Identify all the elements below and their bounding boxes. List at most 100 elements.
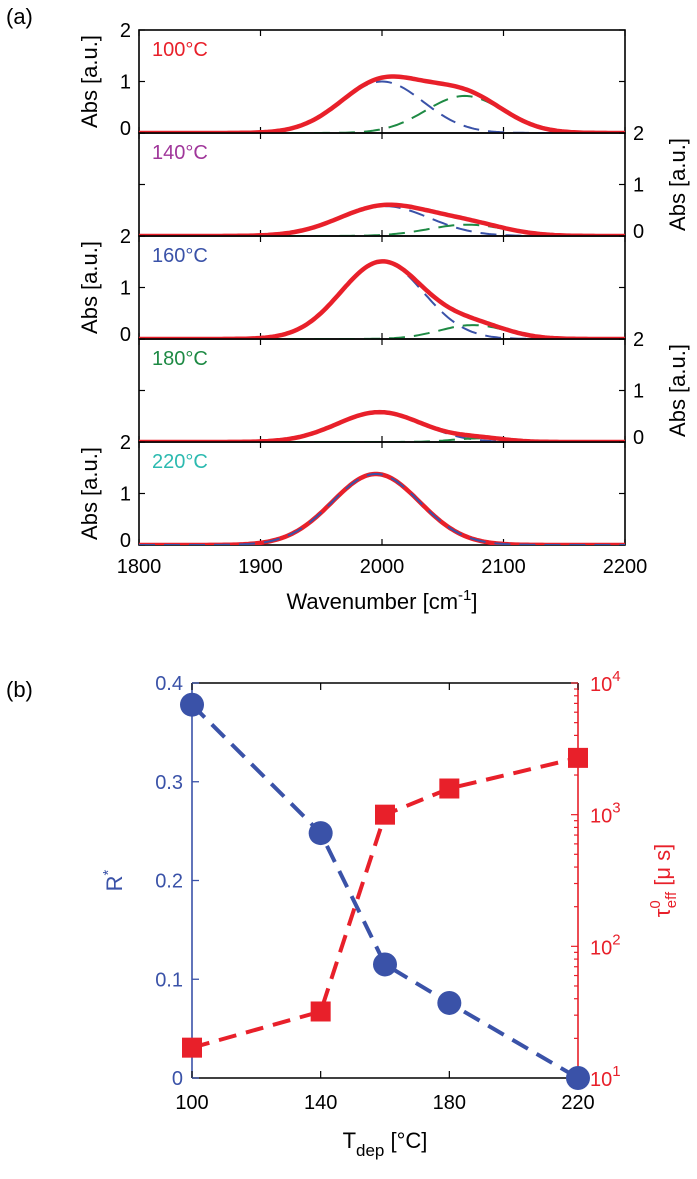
y-axis-label: Abs [a.u.] bbox=[77, 447, 102, 540]
x-tick-label: 1900 bbox=[238, 556, 283, 578]
right-y-tick-label: 104 bbox=[590, 668, 621, 696]
spectrum-subplot: 0 1 2 Abs [a.u.] 160°C bbox=[77, 226, 626, 346]
subplot-frame bbox=[138, 235, 626, 340]
fit-peak-low bbox=[139, 80, 625, 133]
x-axis-label-main: Wavenumber [cm bbox=[286, 589, 458, 614]
fit-peak-low bbox=[139, 473, 625, 545]
y-axis-label: Abs [a.u.] bbox=[77, 35, 102, 128]
temperature-label: 160°C bbox=[152, 245, 208, 267]
subplot-frame bbox=[138, 441, 626, 546]
y-tick-label: 1 bbox=[633, 381, 644, 403]
tau-data-point bbox=[310, 1001, 331, 1022]
x-tick-label: 100 bbox=[175, 1092, 208, 1114]
x-axis-label-main: T bbox=[343, 1128, 356, 1153]
tau-series-line bbox=[191, 755, 579, 1050]
measured-spectrum bbox=[139, 259, 625, 339]
right-y-tick-label: 103 bbox=[590, 800, 621, 828]
right-y-tick-exponent: 2 bbox=[612, 931, 620, 948]
right-y-tick-label: 102 bbox=[590, 931, 621, 959]
right-axis-label-sup: 0 bbox=[647, 900, 664, 908]
spectrum-subplot: 0 1 2 Abs [a.u.] 220°C bbox=[77, 432, 626, 552]
curves bbox=[139, 471, 625, 545]
x-tick-label: 2100 bbox=[481, 556, 526, 578]
panel-a-label: (a) bbox=[6, 4, 33, 29]
temperature-label: 180°C bbox=[152, 348, 208, 370]
spectrum-subplot: 0 1 2 Abs [a.u.] 100°C bbox=[77, 20, 626, 140]
x-axis-label-tail: ] bbox=[471, 589, 477, 614]
measured-spectrum bbox=[139, 202, 625, 236]
right-y-tick-base: 10 bbox=[590, 674, 612, 696]
y-axis-label: Abs [a.u.] bbox=[665, 344, 690, 437]
y-tick-label: 2 bbox=[120, 20, 131, 42]
temperature-label: 140°C bbox=[152, 142, 208, 164]
x-tick-label: 180 bbox=[433, 1092, 466, 1114]
left-y-tick-label: 0.1 bbox=[155, 969, 183, 991]
fit-peak-low bbox=[139, 473, 625, 545]
x-axis-label-sup: -1 bbox=[458, 587, 471, 604]
tau-data-point bbox=[568, 747, 588, 768]
left-axis-label-sup: * bbox=[100, 869, 117, 875]
left-y-tick-label: 0 bbox=[172, 1068, 183, 1090]
r-star-data-point bbox=[437, 990, 462, 1015]
left-axis-label-main: R bbox=[102, 875, 127, 891]
right-axis-label-sub: eff bbox=[663, 891, 680, 908]
right-y-tick-exponent: 3 bbox=[612, 800, 620, 817]
left-y-tick-label: 0.3 bbox=[155, 772, 183, 794]
y-tick-label: 1 bbox=[120, 484, 131, 506]
right-y-tick-exponent: 4 bbox=[612, 668, 620, 685]
measured-spectrum bbox=[139, 471, 625, 545]
right-y-tick-label: 101 bbox=[590, 1063, 621, 1091]
y-tick-label: 1 bbox=[120, 72, 131, 94]
spectrum-subplot: 0 1 2 Abs [a.u.] 140°C bbox=[138, 123, 690, 243]
right-axis-label-tail: [μ s] bbox=[650, 844, 675, 892]
y-tick-label: 2 bbox=[633, 329, 644, 351]
x-tick-label: 1800 bbox=[117, 556, 162, 578]
tau-data-point bbox=[375, 804, 395, 825]
y-tick-label: 0 bbox=[633, 427, 644, 449]
subplot-frame bbox=[138, 132, 626, 237]
fit-peak-low bbox=[139, 260, 625, 339]
y-tick-label: 0 bbox=[120, 324, 131, 346]
x-axis-label-sub: dep bbox=[356, 1141, 384, 1160]
x-tick-label: 2200 bbox=[603, 556, 648, 578]
y-tick-label: 0 bbox=[120, 118, 131, 140]
curves bbox=[139, 74, 625, 133]
right-axis-label: τ0eff [μ s] bbox=[647, 844, 680, 918]
temperature-label: 100°C bbox=[152, 39, 208, 61]
left-y-tick-label: 0.4 bbox=[155, 673, 183, 695]
r-star-data-point bbox=[373, 952, 397, 977]
y-tick-label: 0 bbox=[120, 530, 131, 552]
curves bbox=[139, 259, 625, 339]
tau-data-point bbox=[439, 778, 460, 799]
y-tick-label: 1 bbox=[120, 278, 131, 300]
left-axis-label: R* bbox=[100, 869, 127, 891]
tau-data-point bbox=[182, 1037, 202, 1058]
y-axis-label: Abs [a.u.] bbox=[77, 241, 102, 334]
y-tick-label: 0 bbox=[633, 221, 644, 243]
y-tick-label: 2 bbox=[120, 432, 131, 454]
left-y-tick-label: 0.2 bbox=[155, 871, 183, 893]
panel-b-label: (b) bbox=[6, 677, 33, 702]
r-star-data-point bbox=[308, 821, 333, 846]
right-y-tick-base: 10 bbox=[590, 937, 612, 959]
r-star-data-point bbox=[566, 1066, 590, 1090]
right-y-tick-base: 10 bbox=[590, 1069, 612, 1091]
r-star-data-point bbox=[180, 692, 204, 717]
y-tick-label: 2 bbox=[120, 226, 131, 248]
x-tick-label: 220 bbox=[561, 1092, 594, 1114]
r-star-series-line bbox=[190, 703, 580, 1080]
x-axis-label-tail: [°C] bbox=[384, 1128, 427, 1153]
x-tick-label: 2000 bbox=[360, 556, 405, 578]
y-tick-label: 1 bbox=[633, 175, 644, 197]
subplot-frame bbox=[138, 338, 626, 443]
x-axis-label: Wavenumber [cm-1] bbox=[286, 587, 477, 614]
y-axis-label: Abs [a.u.] bbox=[665, 138, 690, 231]
y-tick-label: 2 bbox=[633, 123, 644, 145]
spectrum-subplot: 0 1 2 Abs [a.u.] 180°C bbox=[138, 329, 690, 449]
measured-spectrum bbox=[139, 74, 625, 133]
right-axis-label-main: τ bbox=[650, 908, 675, 917]
x-tick-label: 140 bbox=[304, 1092, 337, 1114]
